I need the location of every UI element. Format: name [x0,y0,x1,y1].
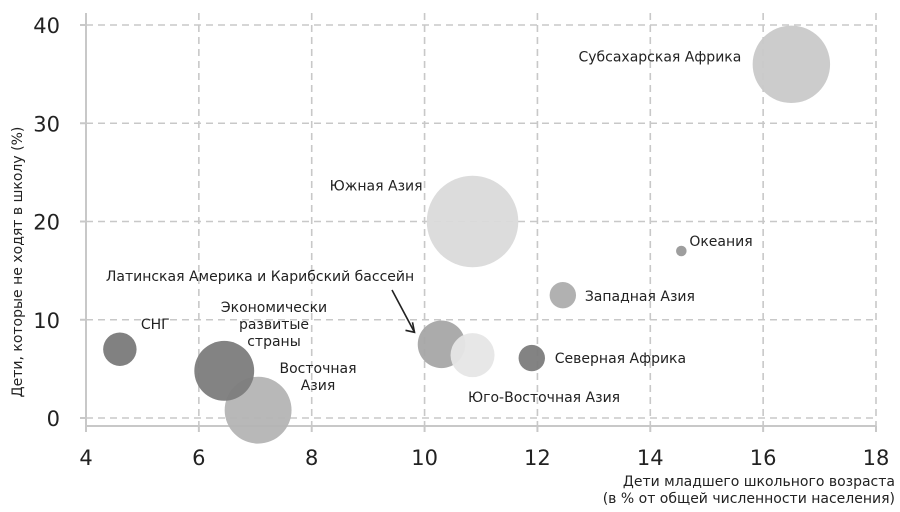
bubble-label: Западная Азия [585,289,695,305]
x-tick-label: 6 [192,446,205,470]
bubble-label-line: Западная Азия [585,289,695,305]
bubble-label-line: развитые [239,317,309,333]
bubble-layer [103,25,831,444]
bubble-label-line: Субсахарская Африка [578,49,741,65]
x-tick-label: 14 [637,446,664,470]
bubble-label-line: Экономически [221,300,327,316]
y-tick-label: 40 [33,14,60,38]
bubble-label: Экономически развитые страны [221,300,327,350]
x-tick-label: 18 [863,446,890,470]
bubble-экономически-развитые-страны [194,340,255,401]
bubble-label-line: Океания [689,234,752,250]
annotation-arrow-line [391,289,416,333]
grid-layer [85,13,877,427]
bubble-label: Северная Африка [555,351,686,367]
annotation-arrow-head [405,322,416,334]
bubble-label: Южная Азия [330,179,423,195]
bubble-label-line: Латинская Америка и Карибский бассейн [106,269,414,285]
label-layer: Субсахарская Африка Южная Азия Океания Запа… [106,49,753,406]
y-tick-label: 30 [33,112,60,136]
bubble-label-line: Южная Азия [330,179,423,195]
y-tick-label: 0 [47,407,60,431]
x-tick-label: 16 [750,446,777,470]
y-tick-label: 10 [33,309,60,333]
y-axis-label: Дети, которые не ходят в школу (%) [10,127,26,398]
y-tick-label: 20 [33,211,60,235]
bubble-label-line: Юго-Восточная Азия [468,390,620,406]
bubble-label: Латинская Америка и Карибский бассейн [106,269,414,285]
x-tick-label: 12 [524,446,551,470]
bubble-label-line: Азия [301,378,336,394]
bubble-южная-азия [426,175,519,268]
x-axis-label-line-2: (в % от общей численности населения) [603,491,895,507]
bubble-северная-африка [518,344,545,372]
bubble-субсахарская-африка [752,25,831,104]
bubble-label-line: страны [247,334,301,350]
x-tick-label: 4 [79,446,92,470]
bubble-label: Океания [689,234,752,250]
bubble-юго-восточная-азия [450,333,495,378]
bubble-label-line: СНГ [141,317,170,333]
x-tick-label: 10 [411,446,438,470]
bubble-label: Восточная Азия [279,361,356,394]
bubble-label: Субсахарская Африка [578,49,741,65]
bubble-label: Юго-Восточная Азия [468,390,620,406]
x-tick-label: 8 [305,446,318,470]
bubble-label: СНГ [141,317,170,333]
tick-layer: 4 6 8 10 12 14 16 18 0 10 20 30 40 [33,14,889,470]
bubble-западная-азия [549,281,577,309]
bubble-label-line: Северная Африка [555,351,686,367]
bubble-label-line: Восточная [279,361,356,377]
bubble-океания [676,245,687,257]
bubble-снг [103,332,137,366]
x-axis-label-line-1: Дети младшего школьного возраста [623,474,895,490]
